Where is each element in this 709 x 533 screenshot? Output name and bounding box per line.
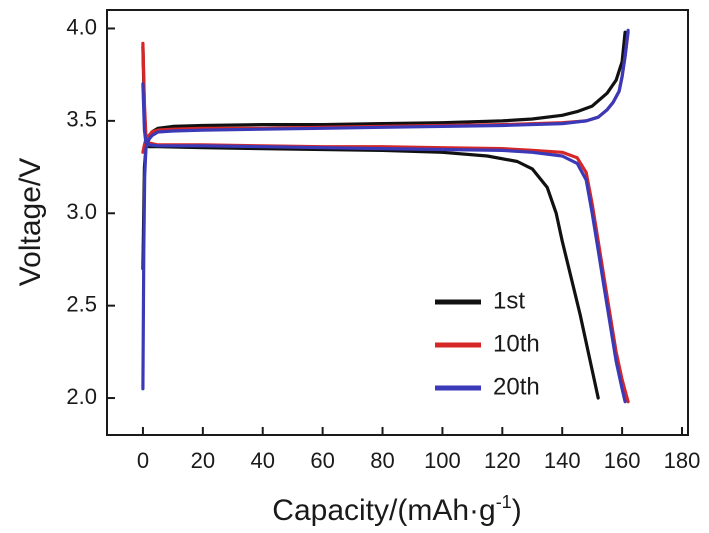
x-tick-label: 0 [137, 448, 149, 473]
x-axis-title-superscript: -1 [496, 492, 512, 512]
x-tick-label: 180 [664, 448, 701, 473]
y-tick-label: 2.5 [66, 291, 97, 316]
x-tick-label: 100 [424, 448, 461, 473]
x-tick-label: 160 [604, 448, 641, 473]
x-axis-ticks: 0 20 40 60 80 100 120 140 160 180 [137, 427, 701, 473]
x-tick-label: 80 [370, 448, 394, 473]
legend-label-10th: 10th [493, 330, 540, 357]
x-axis-title-close: ) [512, 494, 522, 527]
series-layer [141, 28, 630, 404]
y-tick-label: 2.0 [66, 384, 97, 409]
y-axis-title: Voltage/V [14, 158, 47, 286]
plot-frame [106, 9, 689, 436]
x-tick-label: 60 [310, 448, 334, 473]
x-tick-label: 20 [191, 448, 215, 473]
series-10th-charge-curve [141, 30, 630, 154]
series-10th-discharge-curve [141, 41, 630, 404]
y-axis-ticks: 2.0 2.5 3.0 3.5 4.0 [66, 14, 115, 409]
y-tick-label: 4.0 [66, 14, 97, 39]
x-axis-title: Capacity/(mAh·g-1) [272, 492, 521, 527]
x-tick-label: 120 [484, 448, 521, 473]
x-tick-label: 40 [250, 448, 274, 473]
legend-label-1st: 1st [493, 287, 525, 314]
x-axis-title-main: Capacity/(mAh·g [272, 494, 495, 527]
y-tick-label: 3.5 [66, 107, 97, 132]
y-tick-label: 3.0 [66, 199, 97, 224]
legend: 1st 10th 20th [435, 287, 540, 400]
series-20th-discharge-curve [141, 82, 627, 404]
x-tick-label: 140 [544, 448, 581, 473]
legend-label-20th: 20th [493, 373, 540, 400]
